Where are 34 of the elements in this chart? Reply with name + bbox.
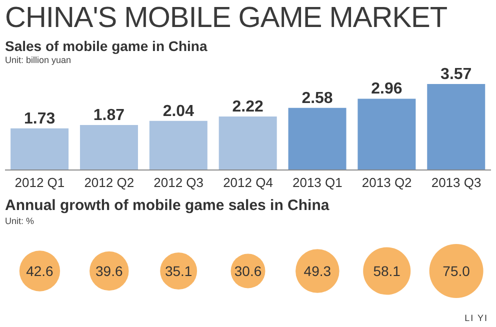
- data-label: 42.6: [26, 263, 54, 279]
- data-label: 35.1: [164, 263, 192, 279]
- data-label: 58.1: [373, 263, 401, 279]
- data-label: 75.0: [442, 263, 470, 279]
- bar: [358, 98, 416, 170]
- data-label: 2.58: [302, 90, 333, 107]
- data-label: 3.57: [440, 66, 472, 83]
- x-tick-label: 2012 Q1: [14, 175, 65, 190]
- x-tick-label: 2012 Q3: [154, 175, 204, 190]
- data-label: 1.73: [24, 110, 56, 128]
- data-label: 2.22: [232, 98, 264, 116]
- bar: [288, 108, 346, 170]
- bar: [10, 128, 69, 170]
- data-label: 49.3: [304, 263, 332, 279]
- chart-subtitle: Sales of mobile game in China: [5, 38, 208, 54]
- data-label: 30.6: [234, 263, 262, 279]
- x-tick-label: 2012 Q4: [223, 175, 273, 190]
- y-axis-title: Unit: billion yuan: [5, 55, 72, 65]
- data-label: 1.87: [93, 106, 125, 124]
- bar: [80, 124, 138, 170]
- data-label: 2.04: [162, 102, 194, 120]
- chart-title: CHINA'S MOBILE GAME MARKET: [5, 2, 448, 35]
- bar: [427, 84, 486, 170]
- bar: [218, 116, 277, 170]
- x-tick-label: 2013 Q2: [362, 175, 412, 190]
- text: LI YI: [464, 313, 488, 323]
- data-label: 2.96: [371, 80, 402, 98]
- text: Unit: %: [5, 216, 34, 226]
- x-tick-label: 2013 Q1: [292, 175, 342, 190]
- data-label: 39.6: [96, 263, 123, 279]
- text: Annual growth of mobile game sales in China: [5, 197, 330, 214]
- x-tick-label: 2012 Q2: [84, 175, 134, 190]
- bar: [149, 120, 208, 170]
- x-tick-label: 2013 Q3: [431, 175, 482, 190]
